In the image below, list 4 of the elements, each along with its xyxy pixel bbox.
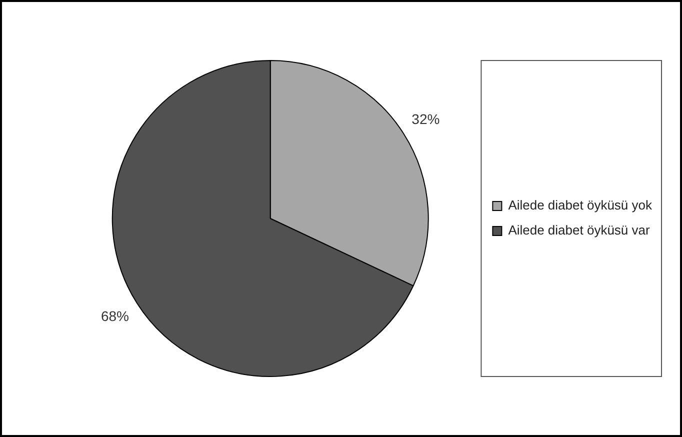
legend-label: Ailede diabet öyküsü var: [508, 222, 650, 238]
data-label: 32%: [412, 110, 440, 127]
legend-label: Ailede diabet öyküsü yok: [508, 198, 652, 213]
data-label: 68%: [100, 308, 130, 324]
